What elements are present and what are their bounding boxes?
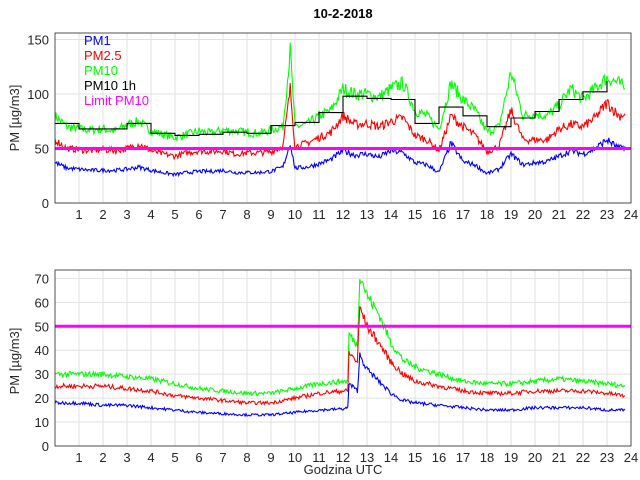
x-tick-label: 3 (123, 450, 130, 465)
x-tick-label: 5 (171, 450, 178, 465)
y-tick-label: 0 (42, 439, 49, 454)
y-tick-label: 50 (35, 319, 49, 334)
x-tick-label: 17 (456, 207, 470, 222)
y-tick-label: 30 (35, 367, 49, 382)
x-tick-label: 2 (99, 450, 106, 465)
x-tick-label: 8 (243, 450, 250, 465)
x-tick-label: 13 (360, 450, 374, 465)
x-tick-label: 15 (408, 450, 422, 465)
x-tick-label: 19 (504, 207, 518, 222)
x-tick-label: 21 (552, 207, 566, 222)
x-tick-label: 18 (480, 207, 494, 222)
plot-area (55, 42, 631, 178)
x-tick-label: 7 (219, 207, 226, 222)
x-tick-label: 8 (243, 207, 250, 222)
y-tick-label: 40 (35, 343, 49, 358)
x-tick-label: 18 (480, 450, 494, 465)
top-chart: 1 2 3 4 5 6 7 8 9 10 11 12 13 14 15 16 17 18 19 20 21 22 23 240… (27, 33, 638, 222)
x-tick-label: 11 (312, 450, 326, 465)
legend: PM1 PM2.5 PM10 PM10 1h Limit PM10 (84, 33, 149, 108)
y-tick-label: 150 (27, 33, 49, 48)
x-tick-label: 12 (336, 207, 350, 222)
x-tick-label: 13 (360, 207, 374, 222)
legend-pm10-1h: PM10 1h (84, 78, 136, 93)
y-tick-label: 0 (42, 196, 49, 211)
x-tick-label: 9 (267, 207, 274, 222)
x-tick-label: 24 (624, 207, 638, 222)
x-tick-label: 12 (336, 450, 350, 465)
x-tick-label: 23 (600, 207, 614, 222)
series-line-pm10 (55, 279, 626, 397)
y-tick-label: 10 (35, 415, 49, 430)
legend-pm1: PM1 (84, 33, 111, 48)
x-tick-label: 24 (624, 450, 638, 465)
legend-limit-pm10: Limit PM10 (84, 93, 149, 108)
x-tick-label: 19 (504, 450, 518, 465)
x-tick-label: 22 (576, 450, 590, 465)
x-tick-label: 1 (75, 207, 82, 222)
series-line-pm25 (55, 82, 626, 161)
bottom-y-axis-label: PM [µg/m3] (7, 328, 22, 395)
x-tick-label: 2 (99, 207, 106, 222)
axes-frame (54, 269, 632, 447)
legend-pm25: PM2.5 (84, 48, 122, 63)
x-tick-label: 14 (384, 450, 398, 465)
y-tick-label: 100 (27, 87, 49, 102)
top-y-axis-label: PM [µg/m3] (7, 85, 22, 152)
x-tick-label: 10 (288, 450, 302, 465)
bottom-chart: 1 2 3 4 5 6 7 8 9 10 11 12 13 14 15 16 17 18 19 20 21 22 23 240… (35, 269, 638, 465)
x-tick-label: 3 (123, 207, 130, 222)
x-tick-label: 6 (195, 450, 202, 465)
x-tick-label: 22 (576, 207, 590, 222)
x-tick-label: 14 (384, 207, 398, 222)
series-line-pm10 (55, 42, 626, 141)
x-tick-label: 16 (432, 450, 446, 465)
x-tick-label: 20 (528, 450, 542, 465)
chart-title: 10-2-2018 (313, 6, 372, 21)
x-tick-label: 21 (552, 450, 566, 465)
axes-frame (54, 32, 632, 204)
y-tick-label: 70 (35, 271, 49, 286)
x-tick-label: 15 (408, 207, 422, 222)
x-tick-label: 20 (528, 207, 542, 222)
x-axis-label: Godzina UTC (304, 462, 383, 477)
series-line-pm10-1h (55, 80, 608, 136)
series-line-pm25 (55, 305, 626, 406)
x-tick-label: 4 (147, 450, 154, 465)
legend-pm10: PM10 (84, 63, 118, 78)
y-tick-label: 20 (35, 391, 49, 406)
plot-area (55, 279, 631, 418)
x-tick-label: 5 (171, 207, 178, 222)
x-tick-label: 1 (75, 450, 82, 465)
series-line-pm1 (55, 352, 626, 418)
x-tick-label: 9 (267, 450, 274, 465)
x-tick-label: 17 (456, 450, 470, 465)
series-line-pm1 (55, 137, 626, 178)
x-tick-label: 6 (195, 207, 202, 222)
x-tick-label: 10 (288, 207, 302, 222)
y-tick-label: 50 (35, 142, 49, 157)
y-tick-label: 60 (35, 295, 49, 310)
x-tick-label: 4 (147, 207, 154, 222)
x-tick-label: 23 (600, 450, 614, 465)
x-tick-label: 11 (312, 207, 326, 222)
x-tick-label: 16 (432, 207, 446, 222)
x-tick-label: 7 (219, 450, 226, 465)
